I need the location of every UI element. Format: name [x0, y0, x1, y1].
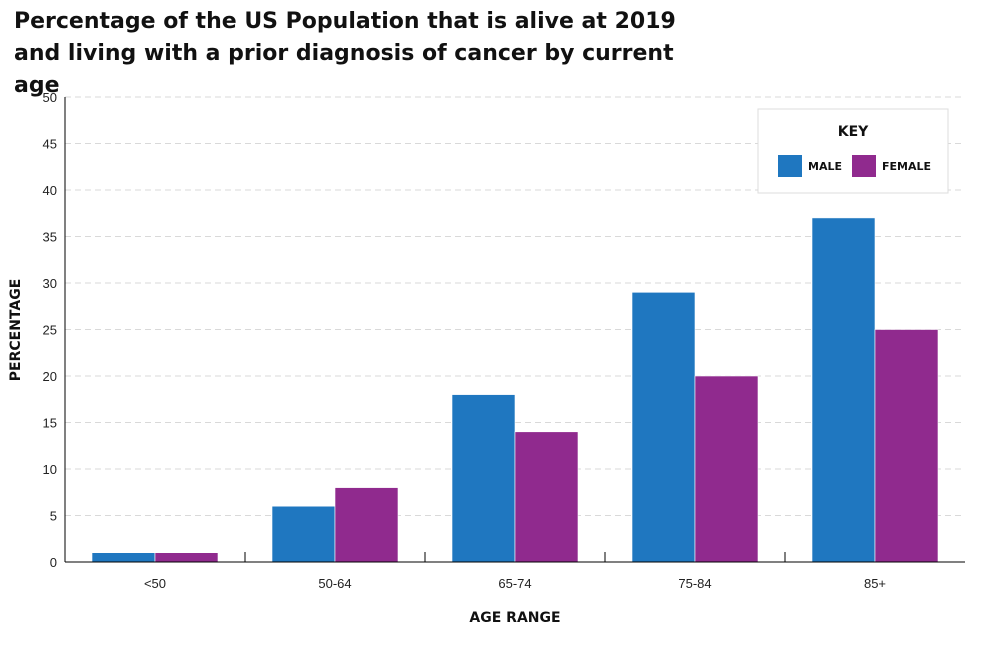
y-tick-label: 15	[43, 416, 57, 431]
y-tick-label: 20	[43, 369, 57, 384]
bar-male	[451, 394, 516, 563]
y-axis-title: PERCENTAGE	[8, 279, 24, 382]
y-tick-label: 5	[50, 509, 57, 524]
y-tick-label: 30	[43, 276, 57, 291]
x-tick-label: 85+	[864, 576, 886, 591]
legend-label-male: MALE	[808, 160, 842, 173]
y-tick-labels: 0 5 10 15 20 25 30 35 40 45 50	[43, 90, 57, 570]
axes	[64, 97, 965, 563]
bar-female	[514, 431, 579, 563]
y-tick-label: 40	[43, 183, 57, 198]
legend-swatch-female	[852, 155, 876, 177]
bar-male	[811, 217, 876, 563]
bar-male	[631, 291, 696, 563]
x-tick-label: 75-84	[678, 576, 711, 591]
x-tick-label: 50-64	[318, 576, 351, 591]
bar-female	[874, 329, 939, 563]
x-tick-labels: <50 50-64 65-74 75-84 85+	[144, 576, 886, 591]
legend-title: KEY	[838, 124, 869, 140]
y-tick-label: 0	[50, 555, 57, 570]
legend-box	[757, 108, 949, 194]
bar-male	[271, 505, 336, 563]
x-tick-label: <50	[144, 576, 166, 591]
bar-female	[334, 487, 399, 563]
bar-female	[694, 375, 759, 563]
bar-male	[91, 552, 156, 563]
y-tick-label: 10	[43, 462, 57, 477]
y-tick-label: 45	[43, 137, 57, 152]
y-tick-label: 50	[43, 90, 57, 105]
legend-label-female: FEMALE	[882, 160, 931, 173]
y-tick-label: 35	[43, 230, 57, 245]
legend: KEY MALE FEMALE	[757, 108, 949, 194]
chart-title: Percentage of the US Population that is …	[14, 9, 676, 98]
legend-swatch-male	[778, 155, 802, 177]
x-tick-label: 65-74	[498, 576, 531, 591]
y-tick-label: 25	[43, 323, 57, 338]
bar-female	[154, 552, 219, 563]
bars	[91, 217, 939, 563]
x-axis-title: AGE RANGE	[469, 610, 560, 626]
